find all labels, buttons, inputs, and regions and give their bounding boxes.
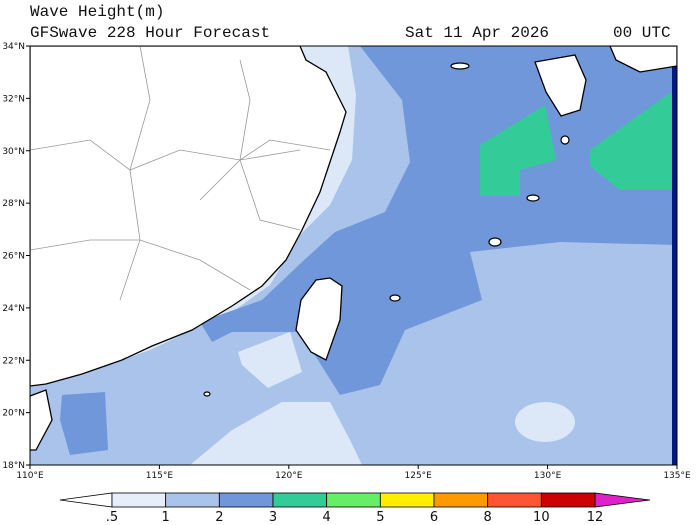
colorbar-label: .5 xyxy=(106,510,118,525)
land-hainan xyxy=(30,389,53,451)
ocean-moderate xyxy=(60,392,108,455)
lon-label: 110°E xyxy=(16,471,44,481)
ocean-calm xyxy=(238,332,302,388)
colorbar-label: 10 xyxy=(533,510,550,525)
colorbar-bin xyxy=(165,492,220,508)
ocean-calm xyxy=(515,402,575,442)
land-japan xyxy=(609,46,677,73)
colorbar-bin xyxy=(326,492,381,508)
title: Wave Height(m) xyxy=(30,3,164,21)
colorbar-bin xyxy=(540,492,596,508)
lat-label: 30°N xyxy=(2,147,25,157)
colorbar-label: 2 xyxy=(215,510,223,525)
lat-label: 20°N xyxy=(2,409,25,419)
colorbar-bin xyxy=(379,492,435,508)
island xyxy=(203,391,211,397)
lat-label: 34°N xyxy=(2,42,25,52)
ocean-high xyxy=(590,92,672,190)
colorbar-high xyxy=(594,492,651,508)
edge-strip xyxy=(672,46,677,465)
lon-label: 120°E xyxy=(275,471,303,481)
colorbar-label: 8 xyxy=(484,510,492,525)
ocean-calm xyxy=(190,402,362,465)
lat-label: 22°N xyxy=(2,356,25,366)
lon-label: 135°E xyxy=(663,471,691,481)
colorbar-bin xyxy=(272,492,328,508)
province-border xyxy=(119,46,151,301)
colorbar-bin xyxy=(487,492,542,508)
lon-label: 130°E xyxy=(534,471,562,481)
colorbar-label: 12 xyxy=(587,510,604,525)
lat-label: 18°N xyxy=(2,461,25,471)
forecast-date: Sat 11 Apr 2026 xyxy=(405,24,549,42)
land-mainland xyxy=(30,46,347,387)
land-kyushu xyxy=(534,54,587,117)
lat-label: 26°N xyxy=(2,252,25,262)
colorbar-label: 3 xyxy=(269,510,277,525)
colorbar-label: 5 xyxy=(376,510,384,525)
colorbar: .5 1 2 3 4 5 6 8 10 12 xyxy=(59,492,651,525)
colorbar-label: 4 xyxy=(323,510,331,525)
lat-label: 28°N xyxy=(2,199,25,209)
colorbar-label: 6 xyxy=(430,510,438,525)
colorbar-label: 1 xyxy=(162,510,170,525)
island xyxy=(389,294,401,302)
colorbar-bin xyxy=(433,492,489,508)
island xyxy=(450,62,470,70)
lat-label: 32°N xyxy=(2,94,25,104)
colorbar-low xyxy=(59,492,113,508)
land-taiwan xyxy=(295,277,343,361)
lon-label: 125°E xyxy=(405,471,433,481)
island xyxy=(560,135,570,145)
colorbar-bin xyxy=(218,492,274,508)
map-area xyxy=(30,46,677,465)
subtitle: GFSwave 228 Hour Forecast xyxy=(30,24,270,42)
forecast-time: 00 UTC xyxy=(613,24,671,42)
lon-label: 115°E xyxy=(146,471,174,481)
province-border xyxy=(199,139,331,201)
island xyxy=(526,194,540,202)
lat-label: 24°N xyxy=(2,304,25,314)
ocean-high xyxy=(480,105,556,196)
province-border xyxy=(30,139,301,171)
island xyxy=(488,237,502,247)
colorbar-bin xyxy=(111,492,167,508)
province-border xyxy=(30,239,251,291)
